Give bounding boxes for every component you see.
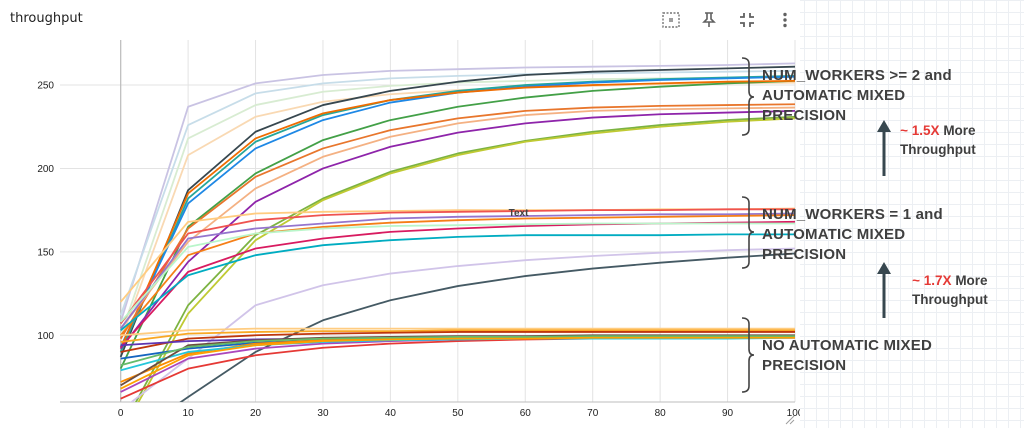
- series-line-14: [137, 117, 795, 402]
- x-tick-label: 100: [787, 408, 800, 419]
- x-tick-label: 50: [452, 408, 464, 419]
- arrow-up-icon: [877, 262, 891, 318]
- x-tick-label: 70: [587, 408, 599, 419]
- series-line-21: [120, 222, 795, 323]
- series-line-9: [119, 79, 795, 349]
- series-line-34: [120, 335, 795, 367]
- annotation-group1: NUM_WORKERS >= 2 and AUTOMATIC MIXED PRE…: [762, 67, 952, 124]
- series-line-5: [119, 65, 795, 358]
- x-tick-label: 0: [118, 408, 124, 419]
- series-line-23: [179, 252, 795, 402]
- series-line-33: [120, 327, 795, 337]
- series-line-16: [119, 212, 795, 330]
- series-line-13: [134, 115, 795, 402]
- chart-toolbar: [660, 10, 796, 30]
- y-tick-label: 250: [37, 81, 54, 92]
- series-group: [119, 62, 795, 402]
- series-line-25: [120, 331, 795, 353]
- y-tick-label: 200: [37, 164, 54, 175]
- resize-handle-icon: [785, 415, 795, 425]
- arrow-up-icon: [877, 120, 891, 176]
- y-tick-label: 150: [37, 247, 54, 258]
- series-line-10: [119, 103, 795, 340]
- x-tick-label: 20: [250, 408, 262, 419]
- series-line-18: [119, 214, 795, 336]
- pin-icon[interactable]: [698, 10, 720, 30]
- line-chart: 0 10 20 30 40 50 60 70 80 90 100 100 150 200 250 Text: [37, 40, 800, 425]
- series-line-17: [119, 208, 795, 325]
- chart-annotation: Text: [509, 208, 529, 219]
- x-tick-label: 30: [317, 408, 329, 419]
- series-line-2: [119, 69, 795, 316]
- annotation-group2: NUM_WORKERS = 1 and AUTOMATIC MIXED PREC…: [762, 206, 943, 263]
- fit-domain-icon[interactable]: [660, 10, 682, 30]
- x-tick-label: 80: [655, 408, 667, 419]
- annotation-group3: NO AUTOMATIC MIXED PRECISION: [762, 337, 932, 374]
- speedup-label-2: ~ 1.7X More Throughput: [912, 273, 988, 307]
- series-line-1: [119, 62, 795, 323]
- speedup-label-1: ~ 1.5X More Throughput: [900, 123, 976, 157]
- x-tick-label: 60: [520, 408, 532, 419]
- series-line-11: [119, 106, 795, 330]
- series-line-8: [119, 79, 795, 370]
- series-line-24: [120, 329, 795, 343]
- y-tick-label: 100: [37, 331, 54, 342]
- more-vert-icon[interactable]: [774, 10, 796, 30]
- x-tick-label: 10: [183, 408, 195, 419]
- series-line-22: [130, 247, 795, 402]
- x-tick-label: 90: [722, 408, 734, 419]
- series-line-12: [119, 109, 795, 350]
- series-line-35: [120, 336, 795, 390]
- series-line-20: [120, 233, 795, 331]
- x-tick-label: 40: [385, 408, 397, 419]
- exit-fullscreen-icon[interactable]: [736, 10, 758, 30]
- chart-title: throughput: [10, 11, 83, 26]
